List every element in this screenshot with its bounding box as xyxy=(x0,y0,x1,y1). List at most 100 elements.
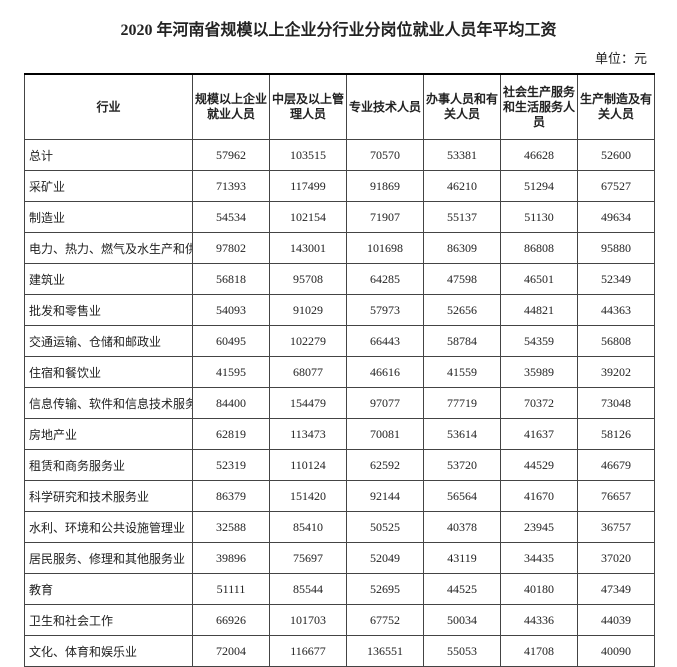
cell-value: 91029 xyxy=(270,295,347,326)
cell-value: 39896 xyxy=(193,543,270,574)
unit-label: 单位：元 xyxy=(24,48,653,67)
wage-table: 行业 规模以上企业就业人员 中层及以上管理人员 专业技术人员 办事人员和有关人员… xyxy=(24,73,655,667)
cell-value: 47349 xyxy=(578,574,655,605)
table-row: 租赁和商务服务业5231911012462592537204452946679 xyxy=(25,450,655,481)
cell-value: 95708 xyxy=(270,264,347,295)
table-row: 教育511118554452695445254018047349 xyxy=(25,574,655,605)
cell-value: 66443 xyxy=(347,326,424,357)
cell-value: 136551 xyxy=(347,636,424,667)
cell-value: 44363 xyxy=(578,295,655,326)
cell-value: 55137 xyxy=(424,202,501,233)
cell-value: 62819 xyxy=(193,419,270,450)
table-row: 科学研究和技术服务业863791514209214456564416707665… xyxy=(25,481,655,512)
cell-value: 76657 xyxy=(578,481,655,512)
cell-value: 36757 xyxy=(578,512,655,543)
cell-value: 52349 xyxy=(578,264,655,295)
table-row: 交通运输、仓储和邮政业60495102279664435878454359568… xyxy=(25,326,655,357)
cell-value: 46628 xyxy=(501,140,578,171)
table-row: 总计5796210351570570533814662852600 xyxy=(25,140,655,171)
table-row: 居民服务、修理和其他服务业398967569752049431193443537… xyxy=(25,543,655,574)
cell-value: 41637 xyxy=(501,419,578,450)
row-label: 房地产业 xyxy=(25,419,193,450)
page-title: 2020 年河南省规模以上企业分行业分岗位就业人员年平均工资 xyxy=(24,16,653,40)
cell-value: 47598 xyxy=(424,264,501,295)
cell-value: 62592 xyxy=(347,450,424,481)
row-label: 水利、环境和公共设施管理业 xyxy=(25,512,193,543)
cell-value: 143001 xyxy=(270,233,347,264)
cell-value: 70372 xyxy=(501,388,578,419)
col-header-6: 生产制造及有关人员 xyxy=(578,74,655,140)
cell-value: 23945 xyxy=(501,512,578,543)
table-row: 房地产业6281911347370081536144163758126 xyxy=(25,419,655,450)
row-label: 交通运输、仓储和邮政业 xyxy=(25,326,193,357)
cell-value: 71907 xyxy=(347,202,424,233)
cell-value: 40378 xyxy=(424,512,501,543)
row-label: 卫生和社会工作 xyxy=(25,605,193,636)
cell-value: 49634 xyxy=(578,202,655,233)
row-label: 居民服务、修理和其他服务业 xyxy=(25,543,193,574)
cell-value: 101703 xyxy=(270,605,347,636)
cell-value: 56808 xyxy=(578,326,655,357)
cell-value: 58784 xyxy=(424,326,501,357)
table-row: 信息传输、软件和信息技术服务业8440015447997077777197037… xyxy=(25,388,655,419)
cell-value: 40090 xyxy=(578,636,655,667)
cell-value: 85410 xyxy=(270,512,347,543)
cell-value: 70570 xyxy=(347,140,424,171)
cell-value: 102279 xyxy=(270,326,347,357)
table-row: 采矿业7139311749991869462105129467527 xyxy=(25,171,655,202)
cell-value: 57973 xyxy=(347,295,424,326)
cell-value: 44525 xyxy=(424,574,501,605)
cell-value: 113473 xyxy=(270,419,347,450)
cell-value: 67752 xyxy=(347,605,424,636)
cell-value: 41595 xyxy=(193,357,270,388)
cell-value: 72004 xyxy=(193,636,270,667)
cell-value: 60495 xyxy=(193,326,270,357)
col-header-5: 社会生产服务和生活服务人员 xyxy=(501,74,578,140)
cell-value: 85544 xyxy=(270,574,347,605)
cell-value: 54359 xyxy=(501,326,578,357)
row-label: 建筑业 xyxy=(25,264,193,295)
table-row: 制造业5453410215471907551375113049634 xyxy=(25,202,655,233)
cell-value: 51111 xyxy=(193,574,270,605)
cell-value: 86379 xyxy=(193,481,270,512)
cell-value: 66926 xyxy=(193,605,270,636)
cell-value: 51130 xyxy=(501,202,578,233)
cell-value: 56564 xyxy=(424,481,501,512)
cell-value: 46679 xyxy=(578,450,655,481)
cell-value: 116677 xyxy=(270,636,347,667)
row-label: 批发和零售业 xyxy=(25,295,193,326)
cell-value: 102154 xyxy=(270,202,347,233)
cell-value: 110124 xyxy=(270,450,347,481)
cell-value: 53381 xyxy=(424,140,501,171)
cell-value: 56818 xyxy=(193,264,270,295)
cell-value: 68077 xyxy=(270,357,347,388)
cell-value: 71393 xyxy=(193,171,270,202)
row-label: 信息传输、软件和信息技术服务业 xyxy=(25,388,193,419)
cell-value: 52600 xyxy=(578,140,655,171)
table-row: 电力、热力、燃气及水生产和供应业978021430011016988630986… xyxy=(25,233,655,264)
cell-value: 53720 xyxy=(424,450,501,481)
cell-value: 32588 xyxy=(193,512,270,543)
cell-value: 50034 xyxy=(424,605,501,636)
row-label: 租赁和商务服务业 xyxy=(25,450,193,481)
cell-value: 58126 xyxy=(578,419,655,450)
page: 2020 年河南省规模以上企业分行业分岗位就业人员年平均工资 单位：元 行业 规… xyxy=(0,0,677,592)
cell-value: 40180 xyxy=(501,574,578,605)
cell-value: 92144 xyxy=(347,481,424,512)
cell-value: 75697 xyxy=(270,543,347,574)
cell-value: 103515 xyxy=(270,140,347,171)
cell-value: 67527 xyxy=(578,171,655,202)
cell-value: 34435 xyxy=(501,543,578,574)
cell-value: 35989 xyxy=(501,357,578,388)
cell-value: 95880 xyxy=(578,233,655,264)
cell-value: 97077 xyxy=(347,388,424,419)
cell-value: 73048 xyxy=(578,388,655,419)
cell-value: 86808 xyxy=(501,233,578,264)
row-label: 住宿和餐饮业 xyxy=(25,357,193,388)
cell-value: 44821 xyxy=(501,295,578,326)
table-row: 住宿和餐饮业415956807746616415593598939202 xyxy=(25,357,655,388)
table-row: 批发和零售业540939102957973526564482144363 xyxy=(25,295,655,326)
table-body: 总计5796210351570570533814662852600采矿业7139… xyxy=(25,140,655,667)
row-label: 制造业 xyxy=(25,202,193,233)
col-header-3: 专业技术人员 xyxy=(347,74,424,140)
